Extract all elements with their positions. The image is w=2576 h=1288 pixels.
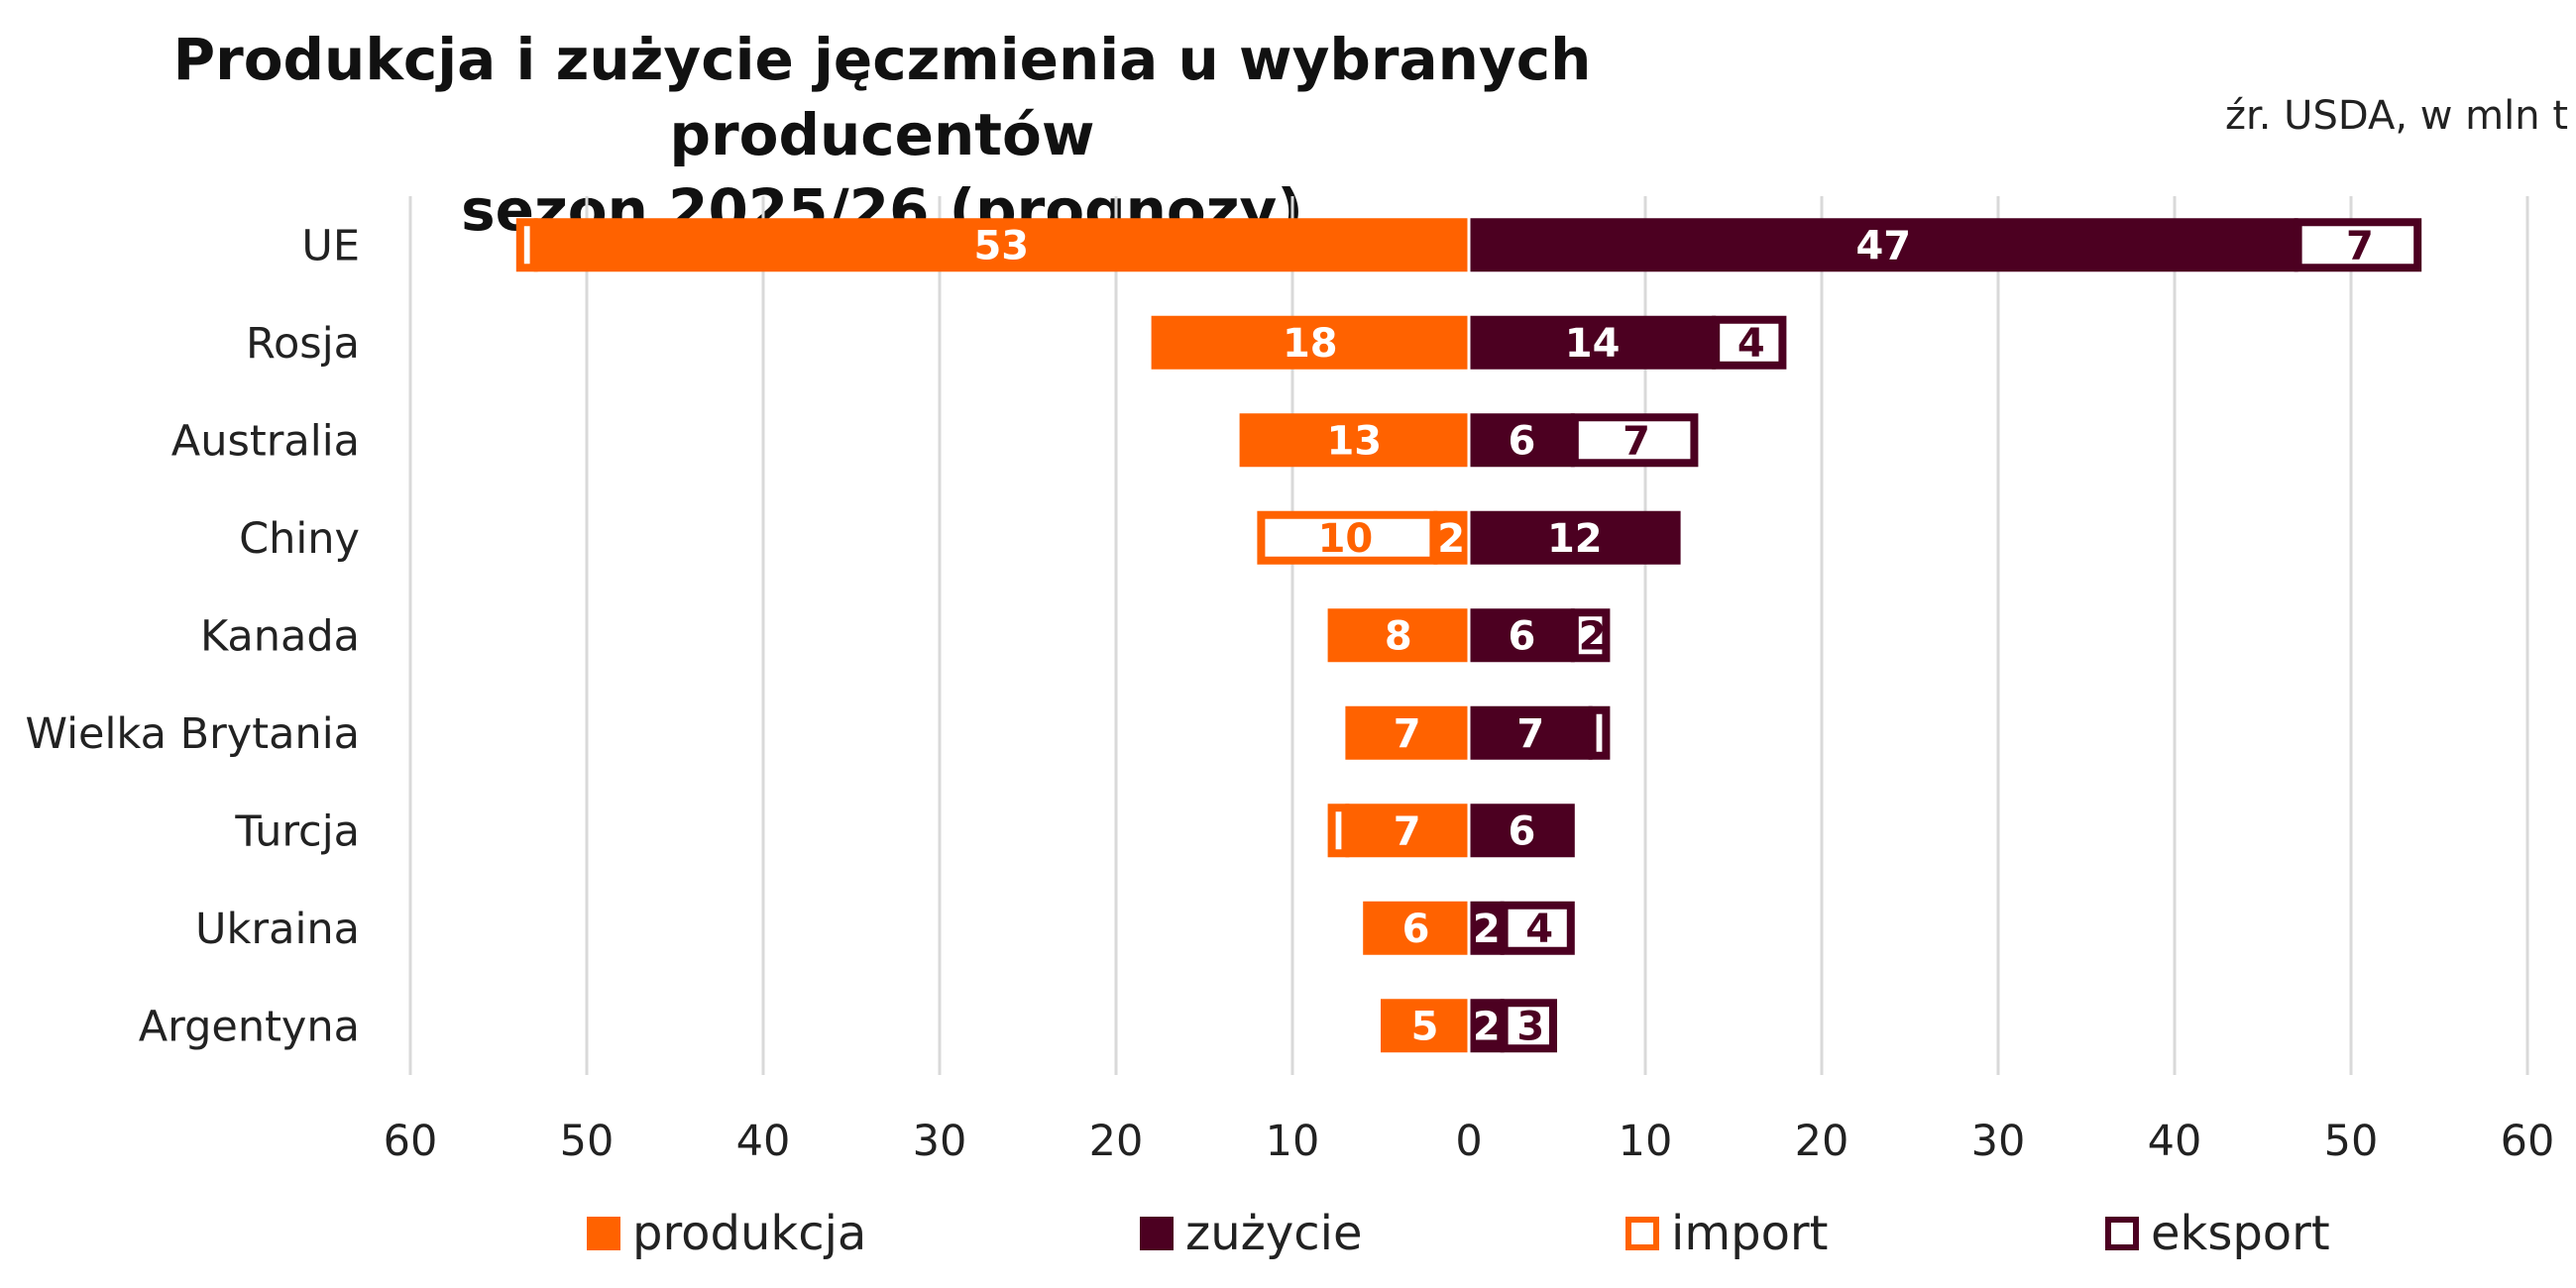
- x-tick-label: 60: [2501, 1117, 2555, 1166]
- label-production: 8: [1385, 613, 1412, 659]
- bar-production: [1239, 413, 1469, 468]
- x-tick-label: 0: [1455, 1117, 1482, 1166]
- bar-consumption: [1469, 705, 1593, 760]
- label-consumption: 6: [1508, 418, 1535, 464]
- bar-export: [1588, 705, 1611, 760]
- category-label: Turcja: [234, 806, 360, 856]
- label-production: 7: [1394, 711, 1421, 757]
- legend-swatch-consumption: [1140, 1217, 1174, 1250]
- label-production: 53: [973, 223, 1029, 268]
- label-consumption: 14: [1565, 321, 1621, 367]
- label-consumption: 47: [1855, 223, 1911, 268]
- bar-consumption: [1469, 608, 1575, 663]
- category-label: Australia: [171, 416, 360, 466]
- category-label: Rosja: [246, 319, 360, 369]
- x-tick-labels: 60 50 40 30 20 10 0 10 20 30 40 50 60: [384, 1117, 2555, 1166]
- legend-swatch-import: [1625, 1217, 1659, 1250]
- bar-export: [1570, 608, 1611, 663]
- bar-consumption: [1469, 413, 1575, 468]
- category-labels: UE Rosja Australia Chiny Kanada Wielka Brytan…: [26, 221, 360, 1051]
- label-export: 7: [1623, 418, 1650, 464]
- label-production: 5: [1411, 1004, 1439, 1049]
- label-production: 18: [1283, 321, 1338, 367]
- bar-import: [1327, 804, 1350, 858]
- source-note: źr. USDA, w mln t: [2224, 93, 2568, 139]
- label-export: 4: [1525, 907, 1553, 952]
- bar-export: [1500, 999, 1557, 1053]
- bar-consumption: [1469, 510, 1681, 565]
- label-consumption: 2: [1473, 907, 1501, 952]
- legend-item-export: eksport: [2105, 1204, 2330, 1263]
- label-consumption: 6: [1508, 808, 1535, 854]
- bar-consumption: [1469, 315, 1717, 370]
- category-label: Kanada: [200, 611, 360, 661]
- x-tick-label: 60: [384, 1117, 438, 1166]
- bar-consumption: [1469, 999, 1505, 1053]
- bar-production: [1381, 999, 1469, 1053]
- bar-export: [1712, 315, 1787, 370]
- legend-swatch-export: [2105, 1217, 2139, 1250]
- category-label: Ukraina: [195, 905, 360, 954]
- bar-production: [1327, 608, 1469, 663]
- x-tick-label: 40: [2148, 1117, 2202, 1166]
- label-production: 13: [1326, 418, 1382, 464]
- label-consumption: 7: [1516, 711, 1544, 757]
- legend: produkcja zużycie import eksport: [0, 1204, 2576, 1263]
- x-tick-label: 30: [913, 1117, 967, 1166]
- bar-consumption: [1469, 901, 1505, 955]
- legend-label-consumption: zużycie: [1185, 1206, 1363, 1261]
- label-production: 7: [1394, 808, 1421, 854]
- x-tick-label: 20: [1089, 1117, 1144, 1166]
- bar-production: [1151, 315, 1469, 370]
- x-tick-label: 30: [1971, 1117, 2026, 1166]
- x-tick-label: 50: [2324, 1117, 2379, 1166]
- bar-import: [515, 218, 538, 272]
- legend-item-production: produkcja: [587, 1204, 866, 1263]
- category-label: UE: [301, 221, 360, 270]
- category-label: Chiny: [239, 514, 360, 564]
- x-tick-label: 20: [1795, 1117, 1849, 1166]
- label-consumption: 2: [1473, 1004, 1501, 1049]
- bar-export: [1500, 901, 1575, 955]
- bar-import: [1257, 510, 1438, 565]
- category-label: Wielka Brytania: [26, 709, 360, 759]
- bar-production: [1345, 705, 1469, 760]
- title-line-1: Produkcja i zużycie jęczmienia u wybrany…: [172, 26, 1592, 168]
- bar-production: [1433, 510, 1469, 565]
- label-production: 6: [1402, 907, 1430, 952]
- legend-label-production: produkcja: [632, 1206, 867, 1261]
- legend-item-import: import: [1625, 1204, 1828, 1263]
- bar-production: [1363, 901, 1469, 955]
- label-export: 3: [1516, 1004, 1544, 1049]
- x-tick-label: 10: [1619, 1117, 1673, 1166]
- label-export: 4: [1737, 321, 1765, 367]
- x-tick-label: 50: [560, 1117, 615, 1166]
- legend-item-consumption: zużycie: [1140, 1204, 1362, 1263]
- bar-export: [1570, 413, 1699, 468]
- label-consumption: 6: [1508, 613, 1535, 659]
- bar-production: [1345, 804, 1469, 858]
- chart-title: Produkcja i zużycie jęczmienia u wybrany…: [0, 22, 1764, 248]
- label-consumption: 12: [1547, 516, 1603, 562]
- legend-label-export: eksport: [2151, 1206, 2330, 1261]
- legend-swatch-production: [587, 1217, 620, 1250]
- label-export: 7: [2346, 223, 2374, 268]
- label-export: 2: [1579, 613, 1607, 659]
- bar-consumption: [1469, 804, 1575, 858]
- category-label: Argentyna: [139, 1002, 360, 1051]
- gridlines: [408, 196, 2529, 1075]
- bar-production: [533, 218, 1469, 272]
- x-tick-label: 10: [1266, 1117, 1320, 1166]
- x-tick-label: 40: [736, 1117, 791, 1166]
- bar-export: [2294, 218, 2422, 272]
- legend-label-import: import: [1671, 1206, 1829, 1261]
- label-import: 10: [1318, 516, 1374, 562]
- label-production: 2: [1437, 516, 1465, 562]
- bar-consumption: [1469, 218, 2298, 272]
